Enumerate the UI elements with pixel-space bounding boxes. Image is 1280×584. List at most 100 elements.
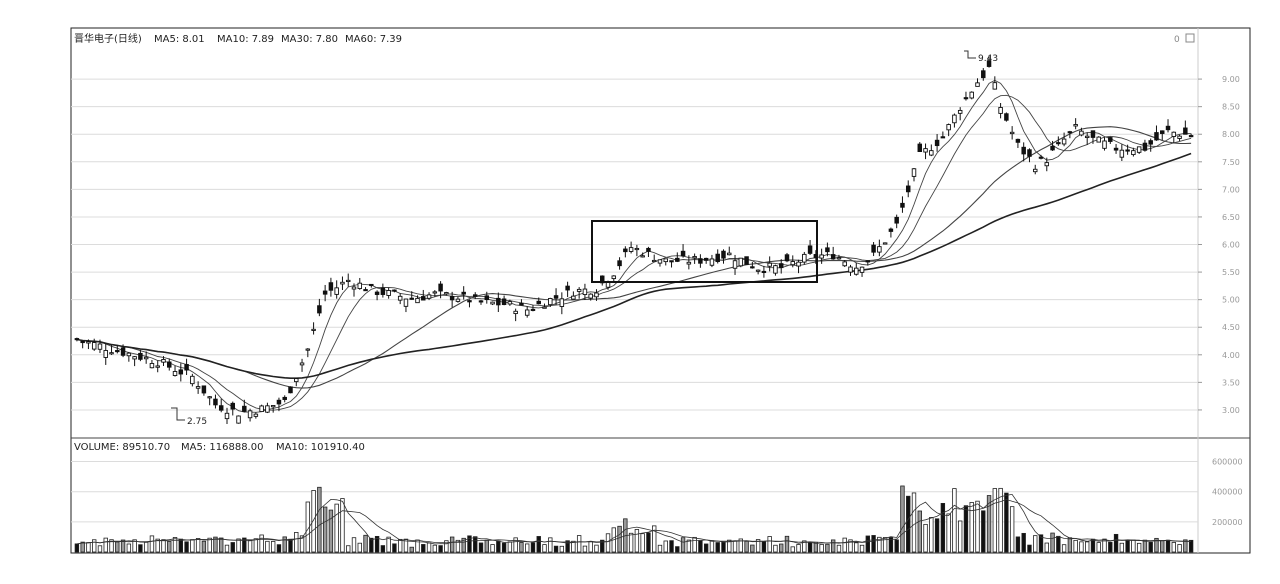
volume-bar bbox=[294, 532, 299, 553]
candle bbox=[397, 293, 403, 305]
volume-bar bbox=[1056, 535, 1061, 553]
candle bbox=[807, 240, 813, 255]
volume-bar bbox=[317, 486, 322, 553]
volume-bar bbox=[1027, 544, 1032, 553]
candle-body bbox=[363, 289, 368, 292]
candle bbox=[750, 262, 755, 269]
candle bbox=[403, 298, 409, 313]
volume-bar bbox=[779, 543, 784, 553]
candle bbox=[126, 351, 132, 362]
candle-body bbox=[74, 338, 80, 341]
price-tick-label: 6.00 bbox=[1222, 241, 1240, 250]
volume-bar bbox=[74, 543, 80, 553]
volume-bar bbox=[744, 540, 749, 553]
candle-body bbox=[513, 310, 518, 315]
volume-bar bbox=[1096, 542, 1101, 553]
candle bbox=[91, 338, 97, 351]
volume-bar bbox=[86, 542, 91, 553]
volume-bar bbox=[311, 490, 316, 553]
price-axis: 9.00 8.50 8.00 7.50 7.00 6.50 6.00 5.50 5.00 4.50… bbox=[1198, 75, 1240, 415]
candle bbox=[149, 359, 155, 369]
volume-bar bbox=[761, 541, 767, 553]
volume-bar bbox=[854, 542, 859, 553]
candle-body bbox=[403, 298, 409, 307]
volume-bar bbox=[299, 535, 305, 553]
candle bbox=[1061, 132, 1067, 147]
candle-body bbox=[190, 375, 195, 385]
candle bbox=[282, 395, 287, 403]
volume-bar bbox=[1136, 542, 1142, 553]
volume-bar bbox=[467, 535, 472, 553]
candle bbox=[946, 123, 951, 137]
candle bbox=[132, 356, 137, 367]
candle bbox=[432, 290, 438, 297]
candle-body bbox=[588, 293, 593, 299]
candle-body bbox=[1032, 168, 1038, 173]
candle bbox=[265, 402, 270, 414]
candle-body bbox=[721, 250, 726, 259]
candle-body bbox=[143, 356, 149, 360]
volume-bar bbox=[715, 542, 720, 553]
volume-bar bbox=[1033, 535, 1038, 553]
volume-bar bbox=[981, 510, 986, 553]
candle-body bbox=[1183, 127, 1188, 135]
volume-bar bbox=[496, 540, 501, 553]
volume-bar bbox=[155, 538, 160, 553]
candle-body bbox=[761, 270, 767, 274]
candle-body bbox=[900, 202, 905, 208]
volume-bar bbox=[1015, 536, 1021, 553]
candle-body bbox=[848, 266, 853, 273]
volume-bar bbox=[998, 487, 1003, 553]
candle-body bbox=[640, 255, 645, 258]
candle-body bbox=[1154, 132, 1159, 141]
candle bbox=[392, 289, 397, 293]
volume-bar bbox=[848, 539, 853, 553]
candle bbox=[802, 251, 807, 265]
candle bbox=[767, 256, 772, 272]
candle bbox=[773, 264, 778, 276]
candle-body bbox=[1004, 113, 1009, 121]
candle-body bbox=[877, 246, 882, 253]
volume-bar bbox=[548, 537, 553, 553]
candle-body bbox=[680, 250, 686, 257]
candle-body bbox=[167, 361, 172, 368]
candle-body bbox=[270, 405, 276, 408]
volume-bar bbox=[1188, 539, 1194, 553]
candle-body bbox=[328, 282, 334, 291]
candle bbox=[172, 365, 178, 377]
candle-body bbox=[432, 291, 438, 294]
candle-body bbox=[311, 328, 316, 331]
candle-body bbox=[1113, 147, 1119, 151]
volume-bar bbox=[796, 544, 801, 553]
candle bbox=[143, 351, 149, 364]
candle-body bbox=[819, 254, 824, 259]
candle bbox=[386, 287, 391, 299]
volume-bar bbox=[553, 545, 559, 553]
candle bbox=[1032, 164, 1038, 175]
volume-bar bbox=[738, 538, 743, 553]
candle-body bbox=[126, 352, 132, 357]
window-restore-icon[interactable] bbox=[1185, 33, 1195, 43]
candle bbox=[755, 269, 761, 275]
candle bbox=[1050, 140, 1055, 151]
candle-body bbox=[1027, 149, 1032, 157]
candle bbox=[230, 401, 236, 416]
candle bbox=[472, 292, 478, 300]
candle-body bbox=[1009, 131, 1015, 135]
volume-bar bbox=[686, 539, 692, 553]
candle bbox=[929, 144, 934, 157]
candle bbox=[74, 337, 80, 342]
candle bbox=[167, 358, 172, 371]
candle-body bbox=[1125, 149, 1130, 152]
volume-bar bbox=[438, 545, 443, 553]
candle-body bbox=[1171, 131, 1177, 137]
volume-bar bbox=[270, 541, 276, 553]
candle-body bbox=[109, 352, 114, 355]
candle-body bbox=[172, 371, 178, 376]
candle bbox=[963, 91, 969, 101]
candle bbox=[86, 339, 91, 350]
volume-bar bbox=[1183, 539, 1188, 553]
candle-body bbox=[784, 254, 790, 262]
volume-bar bbox=[842, 537, 847, 553]
candle-body bbox=[305, 348, 311, 351]
